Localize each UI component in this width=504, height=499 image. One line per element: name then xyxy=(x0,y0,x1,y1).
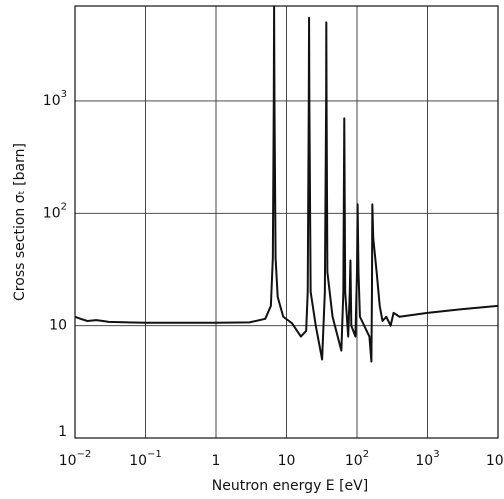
x-tick-label: 104 xyxy=(486,449,504,469)
x-tick-label-base: 10 xyxy=(486,453,504,469)
x-tick-label-base: 10 xyxy=(129,453,147,469)
x-tick-label-power: 2 xyxy=(363,449,369,460)
x-tick-label: 10−2 xyxy=(59,449,92,469)
x-tick-label-base: 10 xyxy=(59,453,77,469)
x-tick-label: 102 xyxy=(345,449,369,469)
x-tick-label: 103 xyxy=(415,449,439,469)
y-axis-label: Cross section σₜ [barn] xyxy=(12,143,28,301)
y-tick-label: 102 xyxy=(43,201,67,221)
x-axis-label: Neutron energy E [eV] xyxy=(212,478,368,494)
x-tick-label-base: 10 xyxy=(345,453,363,469)
y-tick-label: 10 xyxy=(49,318,67,334)
data-line xyxy=(75,6,498,363)
y-tick-label: 1 xyxy=(58,424,67,440)
y-tick-label-base: 10 xyxy=(43,93,61,109)
x-tick-label: 1 xyxy=(212,453,221,469)
y-tick-label: 103 xyxy=(43,89,67,109)
x-tick-label: 10−1 xyxy=(129,449,162,469)
y-tick-label-base: 10 xyxy=(43,205,61,221)
plot-frame xyxy=(74,5,499,439)
x-tick-label-power: −2 xyxy=(77,449,92,460)
y-tick-label-power: 3 xyxy=(61,89,67,100)
x-tick-label: 10 xyxy=(278,453,296,469)
y-tick-label-power: 2 xyxy=(61,201,67,212)
x-tick-label-base: 10 xyxy=(415,453,433,469)
x-tick-label-power: −1 xyxy=(147,449,162,460)
x-tick-label-power: 3 xyxy=(433,449,439,460)
